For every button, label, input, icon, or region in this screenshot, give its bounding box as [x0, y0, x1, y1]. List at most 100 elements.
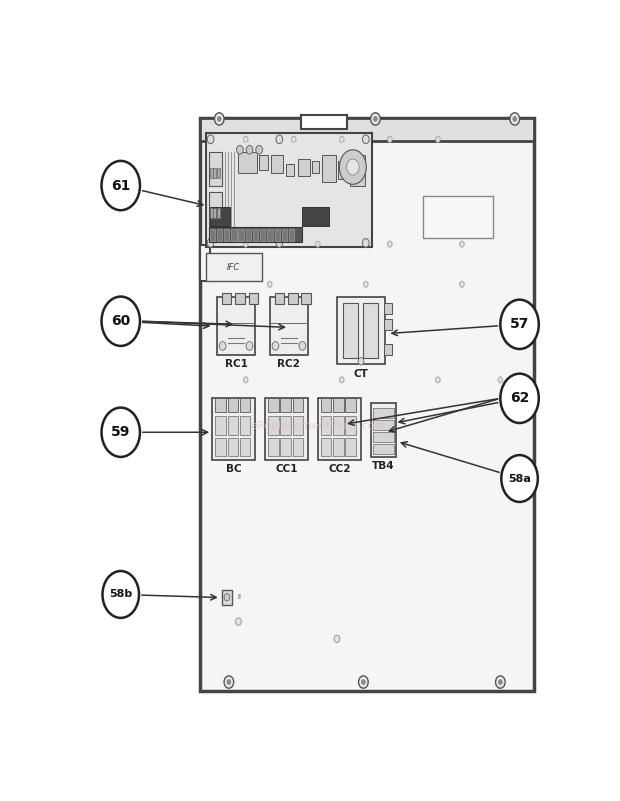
Bar — [301, 293, 311, 304]
Circle shape — [363, 281, 368, 288]
Circle shape — [207, 135, 214, 143]
Circle shape — [388, 136, 392, 143]
Bar — [281, 229, 287, 241]
Bar — [345, 438, 356, 457]
Circle shape — [498, 679, 502, 685]
Bar — [373, 408, 394, 418]
Circle shape — [363, 239, 369, 248]
Bar — [288, 293, 298, 304]
Bar — [228, 438, 238, 457]
Bar — [231, 229, 237, 241]
Text: RC2: RC2 — [278, 360, 300, 369]
Bar — [384, 320, 392, 331]
Circle shape — [339, 376, 344, 383]
Bar — [218, 208, 220, 218]
Bar — [268, 417, 278, 435]
Text: CC1: CC1 — [275, 465, 298, 474]
Text: CC2: CC2 — [328, 465, 351, 474]
Bar — [240, 438, 250, 457]
Circle shape — [276, 135, 283, 143]
Bar — [246, 229, 251, 241]
Circle shape — [371, 113, 380, 125]
Bar — [217, 229, 222, 241]
Bar — [423, 196, 493, 238]
Circle shape — [358, 676, 368, 688]
Bar — [275, 229, 280, 241]
Bar — [210, 208, 213, 218]
Bar — [373, 432, 394, 442]
Bar — [373, 444, 394, 454]
Circle shape — [224, 676, 234, 688]
Bar — [209, 227, 303, 242]
Bar — [222, 590, 232, 605]
Bar — [384, 344, 392, 355]
Circle shape — [256, 146, 262, 154]
Bar — [301, 115, 347, 130]
Bar — [350, 155, 365, 186]
Circle shape — [102, 296, 140, 346]
Text: IFC: IFC — [228, 263, 241, 272]
Bar — [209, 191, 222, 226]
Bar — [293, 438, 303, 457]
Bar — [270, 296, 308, 355]
Bar — [240, 417, 250, 435]
Circle shape — [227, 679, 231, 685]
Circle shape — [459, 281, 464, 288]
Circle shape — [237, 146, 243, 154]
Circle shape — [207, 239, 214, 248]
Circle shape — [272, 341, 279, 350]
Circle shape — [459, 241, 464, 248]
Bar — [212, 398, 255, 460]
Bar — [218, 168, 220, 178]
Circle shape — [243, 376, 248, 383]
Bar — [268, 438, 278, 457]
Circle shape — [219, 341, 226, 350]
Circle shape — [246, 341, 253, 350]
Text: eReplacementParts.com: eReplacementParts.com — [250, 421, 386, 431]
Bar — [303, 207, 329, 226]
Circle shape — [267, 281, 272, 288]
Bar — [339, 161, 348, 179]
Bar — [363, 303, 378, 358]
Circle shape — [246, 146, 253, 154]
Text: 57: 57 — [510, 317, 529, 332]
Bar — [275, 293, 284, 304]
Bar — [210, 207, 230, 226]
Text: 61: 61 — [111, 179, 130, 192]
Bar — [206, 133, 372, 248]
Bar — [235, 293, 245, 304]
Text: CT: CT — [353, 368, 368, 379]
Text: 58b: 58b — [109, 590, 133, 599]
Bar — [209, 151, 222, 186]
Bar — [249, 293, 258, 304]
Bar — [293, 398, 303, 412]
Circle shape — [435, 136, 440, 143]
Circle shape — [291, 136, 296, 143]
Bar — [321, 417, 331, 435]
Circle shape — [373, 116, 378, 122]
Circle shape — [276, 239, 283, 248]
Text: TB4: TB4 — [372, 461, 394, 471]
Bar — [253, 229, 258, 241]
Bar — [206, 253, 262, 281]
Text: RC1: RC1 — [224, 360, 247, 369]
Circle shape — [102, 408, 140, 457]
Bar — [286, 164, 294, 176]
Circle shape — [498, 376, 503, 383]
Circle shape — [502, 455, 538, 502]
Bar — [321, 438, 331, 457]
Circle shape — [358, 357, 364, 365]
Bar — [373, 420, 394, 430]
Circle shape — [339, 150, 366, 184]
Circle shape — [218, 116, 221, 122]
Bar — [298, 159, 309, 176]
Circle shape — [243, 241, 248, 248]
Bar — [271, 155, 283, 173]
Circle shape — [299, 341, 306, 350]
Bar — [321, 398, 331, 412]
Bar — [239, 229, 244, 241]
Circle shape — [510, 113, 520, 125]
Bar — [280, 417, 291, 435]
Circle shape — [361, 679, 365, 685]
Bar — [280, 398, 291, 412]
